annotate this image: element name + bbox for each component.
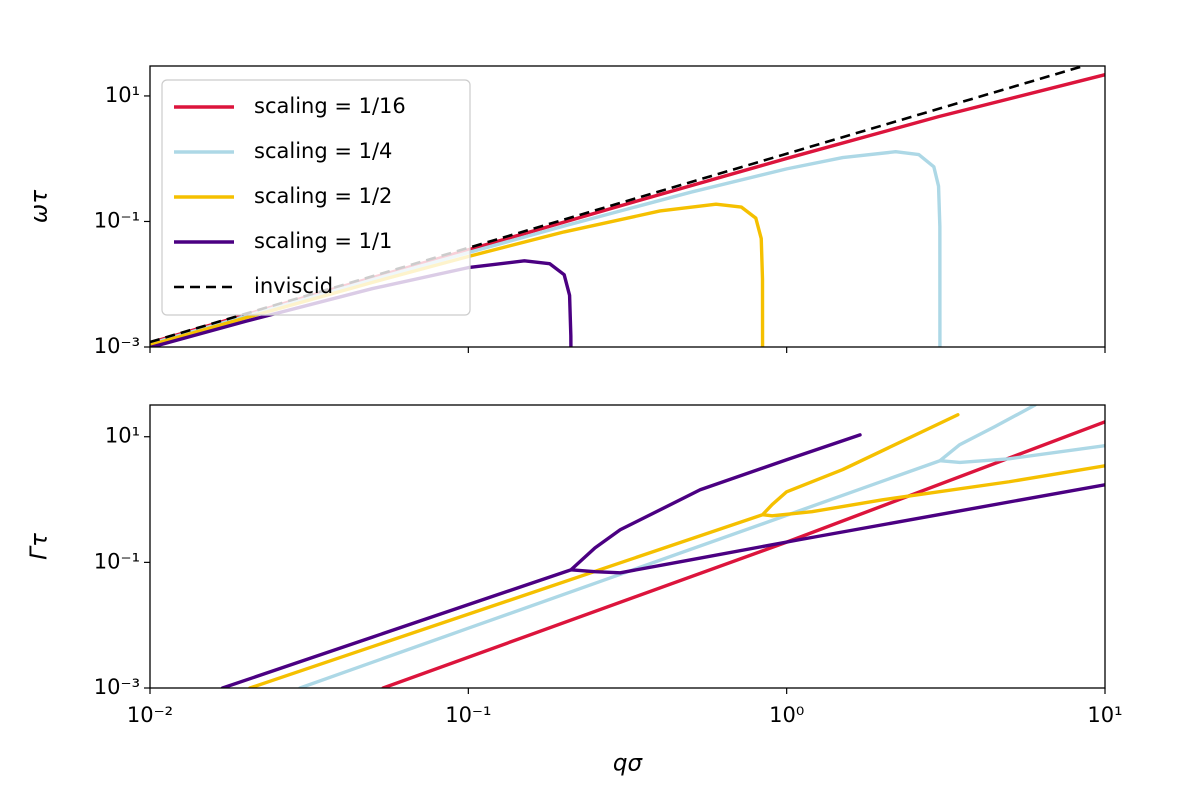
legend: scaling = 1/16 scaling = 1/4 scaling = 1/2… [161,79,471,316]
x-tick-label: 10⁰ [769,703,804,727]
y-tick-label: 10⁻¹ [94,549,140,573]
y-tick-label: 10⁻¹ [94,208,140,232]
y-tick-label: 10¹ [105,424,140,448]
data-line [248,413,1105,688]
x-axis-label: qσ [613,751,644,777]
y-tick-label: 10⁻³ [94,334,140,358]
x-tick-label: 10¹ [1087,703,1122,727]
y-tick-label: 10⁻³ [94,675,140,699]
data-line [298,405,1105,688]
legend-label: scaling = 1/16 [254,94,406,118]
data-line [220,433,1105,688]
legend-box [161,79,471,316]
data-line [381,420,1105,688]
axes-frame [149,404,1106,689]
legend-label: scaling = 1/1 [254,229,392,253]
legend-label: scaling = 1/2 [254,184,392,208]
plot-lines [220,405,1105,688]
y-axis-label: ωτ [27,190,53,223]
x-tick-label: 10⁻² [127,703,173,727]
legend-label: inviscid [254,274,333,298]
y-axis-label: Γτ [27,533,53,560]
axes-frame [149,65,1106,348]
legend-label: scaling = 1/4 [254,139,392,163]
x-tick-label: 10⁻¹ [445,703,491,727]
y-tick-label: 10¹ [105,83,140,107]
